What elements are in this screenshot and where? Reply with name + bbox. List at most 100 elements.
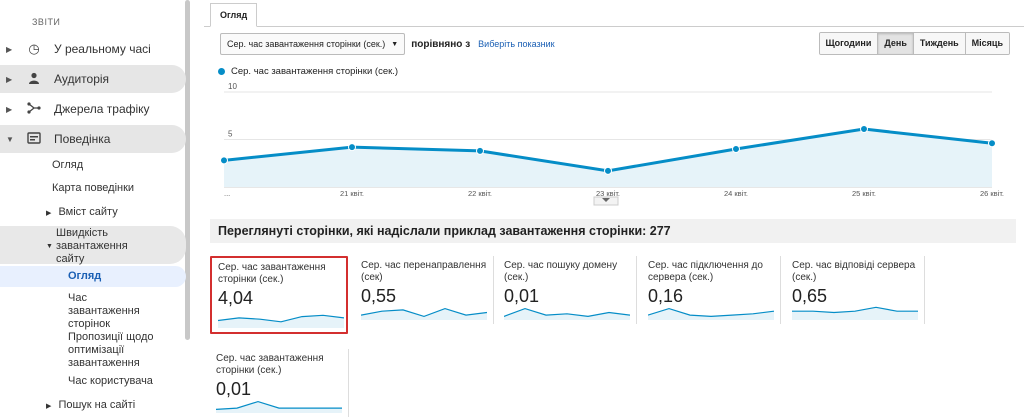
sparkline-area: [218, 315, 344, 328]
x-tick-label: 21 квіт.: [340, 189, 364, 198]
x-tick-label: 25 квіт.: [852, 189, 876, 198]
tab-overview[interactable]: Огляд: [210, 3, 258, 27]
sidebar-item-audience[interactable]: ▶ Аудиторія: [0, 65, 186, 93]
pick-metric-link[interactable]: Виберіть показник: [478, 39, 555, 49]
metric-card-title: Сер. час відповіді сервера (сек.): [792, 260, 916, 283]
legend-dot: [218, 68, 225, 75]
metric-select-value: Сер. час завантаження сторінки (сек.): [227, 39, 386, 49]
sidebar-item-label: У реальному часі: [54, 42, 151, 56]
collapse-arrow-icon[interactable]: ▼: [6, 134, 14, 144]
data-point: [348, 143, 356, 152]
period-hourly-button[interactable]: Щогодини: [819, 33, 878, 54]
sparkline-line: [504, 307, 630, 318]
expand-arrow-icon: ▶: [46, 210, 52, 217]
sidebar-sub-speed-suggestions[interactable]: Пропозиції щодо оптимізації завантаження: [68, 331, 154, 369]
expand-arrow-icon[interactable]: ▶: [6, 74, 13, 84]
sparkline-area: [792, 307, 918, 320]
x-tick-label: 24 квіт.: [724, 189, 748, 198]
sparkline-area: [216, 401, 342, 413]
sidebar-sub-speed-overview[interactable]: Огляд: [68, 270, 102, 282]
data-point: [860, 125, 868, 134]
sidebar-sub-label: Пошук на сайті: [58, 399, 136, 411]
chart-toolbar: Сер. час завантаження сторінки (сек.) ▼ …: [220, 33, 555, 55]
metric-card-title: Сер. час завантаження сторінки (сек.): [216, 353, 324, 376]
sidebar-sub-label: Швидкість завантаження сайту: [56, 227, 128, 265]
metric-card-value: 4,04: [218, 288, 254, 308]
sparkline: [218, 314, 344, 328]
behavior-icon: [24, 131, 44, 147]
y-tick-label: 10: [228, 82, 237, 91]
metric-card-value: 0,01: [216, 379, 252, 399]
metric-card-title: Сер. час пошуку домену (сек.): [504, 260, 618, 283]
sidebar-sub-site-search[interactable]: ▶ Пошук на сайті: [46, 399, 135, 413]
x-tick-label: 22 квіт.: [468, 189, 492, 198]
x-tick-label: 26 квіт.: [980, 189, 1004, 198]
expand-arrow-icon: ▶: [46, 403, 52, 410]
metric-card[interactable]: Сер. час підключення до сервера (сек.) 0,…: [642, 256, 781, 324]
metric-card[interactable]: Сер. час перенаправлення (сек) 0,55: [355, 256, 494, 324]
data-point: [476, 146, 484, 155]
summary-heading: Переглянуті сторінки, які надіслали прик…: [210, 219, 1016, 243]
sparkline-area: [648, 308, 774, 320]
sidebar-item-behavior[interactable]: ▼ Поведінка: [0, 125, 186, 153]
x-tick-label: ...: [224, 189, 230, 198]
period-month-button[interactable]: Місяць: [964, 33, 1009, 54]
sidebar-selected-highlight: [0, 266, 186, 287]
sparkline: [216, 400, 342, 413]
sidebar-scrollbar[interactable]: [185, 0, 190, 340]
collapse-arrow-icon: ▼: [46, 243, 53, 250]
sidebar-item-label: Аудиторія: [54, 72, 110, 86]
period-week-button[interactable]: Тиждень: [912, 33, 965, 54]
metric-card-title: Сер. час підключення до сервера (сек.): [648, 260, 763, 283]
sidebar-item-realtime[interactable]: ▶ ◷ У реальному часі: [0, 35, 186, 63]
metric-card-title: Сер. час завантаження сторінки (сек.): [218, 262, 326, 285]
sidebar-item-label: Поведінка: [54, 132, 111, 146]
x-tick-label: 23 квіт.: [596, 189, 620, 198]
legend-label: Сер. час завантаження сторінки (сек.): [231, 66, 399, 77]
sidebar-sub-behavior-map[interactable]: Карта поведінки: [52, 182, 135, 194]
metric-card[interactable]: Сер. час завантаження сторінки (сек.) 4,0…: [210, 256, 348, 334]
series-area: [224, 129, 992, 187]
expand-arrow-icon[interactable]: ▶: [6, 104, 13, 114]
metric-card[interactable]: Сер. час пошуку домену (сек.) 0,01: [498, 256, 637, 324]
data-point: [988, 139, 996, 148]
person-icon: [24, 72, 44, 87]
sidebar-item-acquisition[interactable]: ▶ Джерела трафіку: [0, 95, 186, 123]
sparkline: [361, 307, 487, 320]
section-label: звіти: [32, 17, 61, 27]
sidebar-sub-site-content[interactable]: ▶ Вміст сайту: [46, 206, 118, 220]
sparkline-line: [648, 307, 774, 318]
metric-card[interactable]: Сер. час відповіді сервера (сек.) 0,65: [786, 256, 925, 324]
period-day-button[interactable]: День: [877, 33, 913, 54]
metric-card-value: 0,55: [361, 286, 397, 306]
main-content: Огляд Сер. час завантаження сторінки (се…: [204, 0, 1024, 417]
sidebar-sub-page-timings[interactable]: Час завантаження сторінок: [68, 292, 140, 330]
chart-legend: Сер. час завантаження сторінки (сек.): [218, 66, 398, 77]
sidebar-item-label: Джерела трафіку: [54, 102, 150, 116]
sparkline-line: [361, 307, 487, 318]
period-selector: Щогодини День Тиждень Місяць: [818, 32, 1010, 55]
expand-arrow-icon[interactable]: ▶: [6, 44, 13, 54]
tab-bar: Огляд: [204, 0, 1024, 27]
metric-card[interactable]: Сер. час завантаження сторінки (сек.) 0,0…: [210, 349, 349, 417]
sidebar-sub-highlight: [0, 226, 186, 264]
clock-icon: ◷: [28, 41, 40, 56]
y-tick-label: 5: [228, 130, 233, 139]
sidebar-sub-user-timings[interactable]: Час користувача: [68, 375, 153, 387]
sidebar-sub-site-speed[interactable]: ▼ Швидкість завантаження сайту: [46, 227, 146, 266]
chevron-down-icon: ▼: [391, 40, 399, 48]
sparkline: [504, 307, 630, 320]
metric-select[interactable]: Сер. час завантаження сторінки (сек.) ▼: [220, 33, 406, 55]
data-point: [220, 156, 228, 165]
chevron-down-icon: [602, 198, 610, 202]
sparkline: [648, 307, 774, 320]
sparkline: [792, 306, 918, 320]
sidebar-sub-overview[interactable]: Огляд: [52, 159, 84, 171]
compare-label: порівняно з: [411, 38, 471, 50]
sparkline-line: [216, 400, 342, 410]
metric-card-title: Сер. час перенаправлення (сек): [361, 260, 487, 283]
data-point: [604, 166, 612, 175]
metric-card-value: 0,16: [648, 286, 684, 306]
sidebar-sub-label: Вміст сайту: [58, 206, 118, 218]
metric-card-value: 0,01: [504, 286, 540, 306]
